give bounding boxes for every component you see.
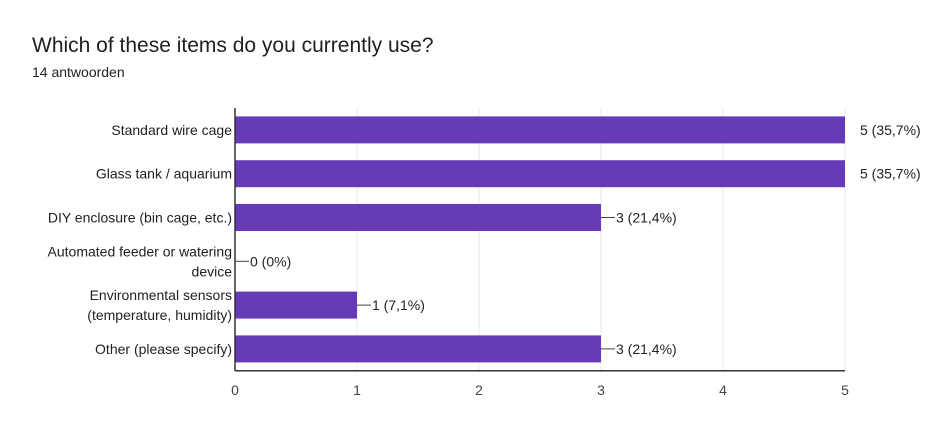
- x-tick-label: 2: [475, 382, 483, 398]
- data-label: 5 (35,7%): [860, 122, 921, 138]
- data-label: 3 (21,4%): [616, 210, 677, 226]
- category-label: Automated feeder or watering: [48, 243, 232, 259]
- data-label: 5 (35,7%): [860, 166, 921, 182]
- category-label: Standard wire cage: [111, 122, 232, 138]
- data-label: 0 (0%): [250, 253, 291, 269]
- x-tick-label: 0: [231, 382, 239, 398]
- data-label: 1 (7,1%): [372, 297, 425, 313]
- category-label: device: [192, 263, 233, 279]
- x-tick-label: 4: [719, 382, 727, 398]
- bar: [235, 160, 845, 188]
- category-label: Glass tank / aquarium: [96, 166, 232, 182]
- bar: [235, 335, 601, 363]
- x-tick-label: 5: [841, 382, 849, 398]
- x-tick-label: 1: [353, 382, 361, 398]
- category-label: (temperature, humidity): [87, 307, 232, 323]
- category-label: Environmental sensors: [90, 287, 232, 303]
- bar: [235, 291, 357, 319]
- category-label: Other (please specify): [95, 341, 232, 357]
- bar: [235, 116, 845, 144]
- chart-title: Which of these items do you currently us…: [32, 34, 434, 57]
- bar: [235, 204, 601, 231]
- x-tick-label: 3: [597, 382, 605, 398]
- data-label: 3 (21,4%): [616, 341, 677, 357]
- category-label: DIY enclosure (bin cage, etc.): [48, 210, 232, 226]
- response-count: 14 antwoorden: [32, 64, 125, 80]
